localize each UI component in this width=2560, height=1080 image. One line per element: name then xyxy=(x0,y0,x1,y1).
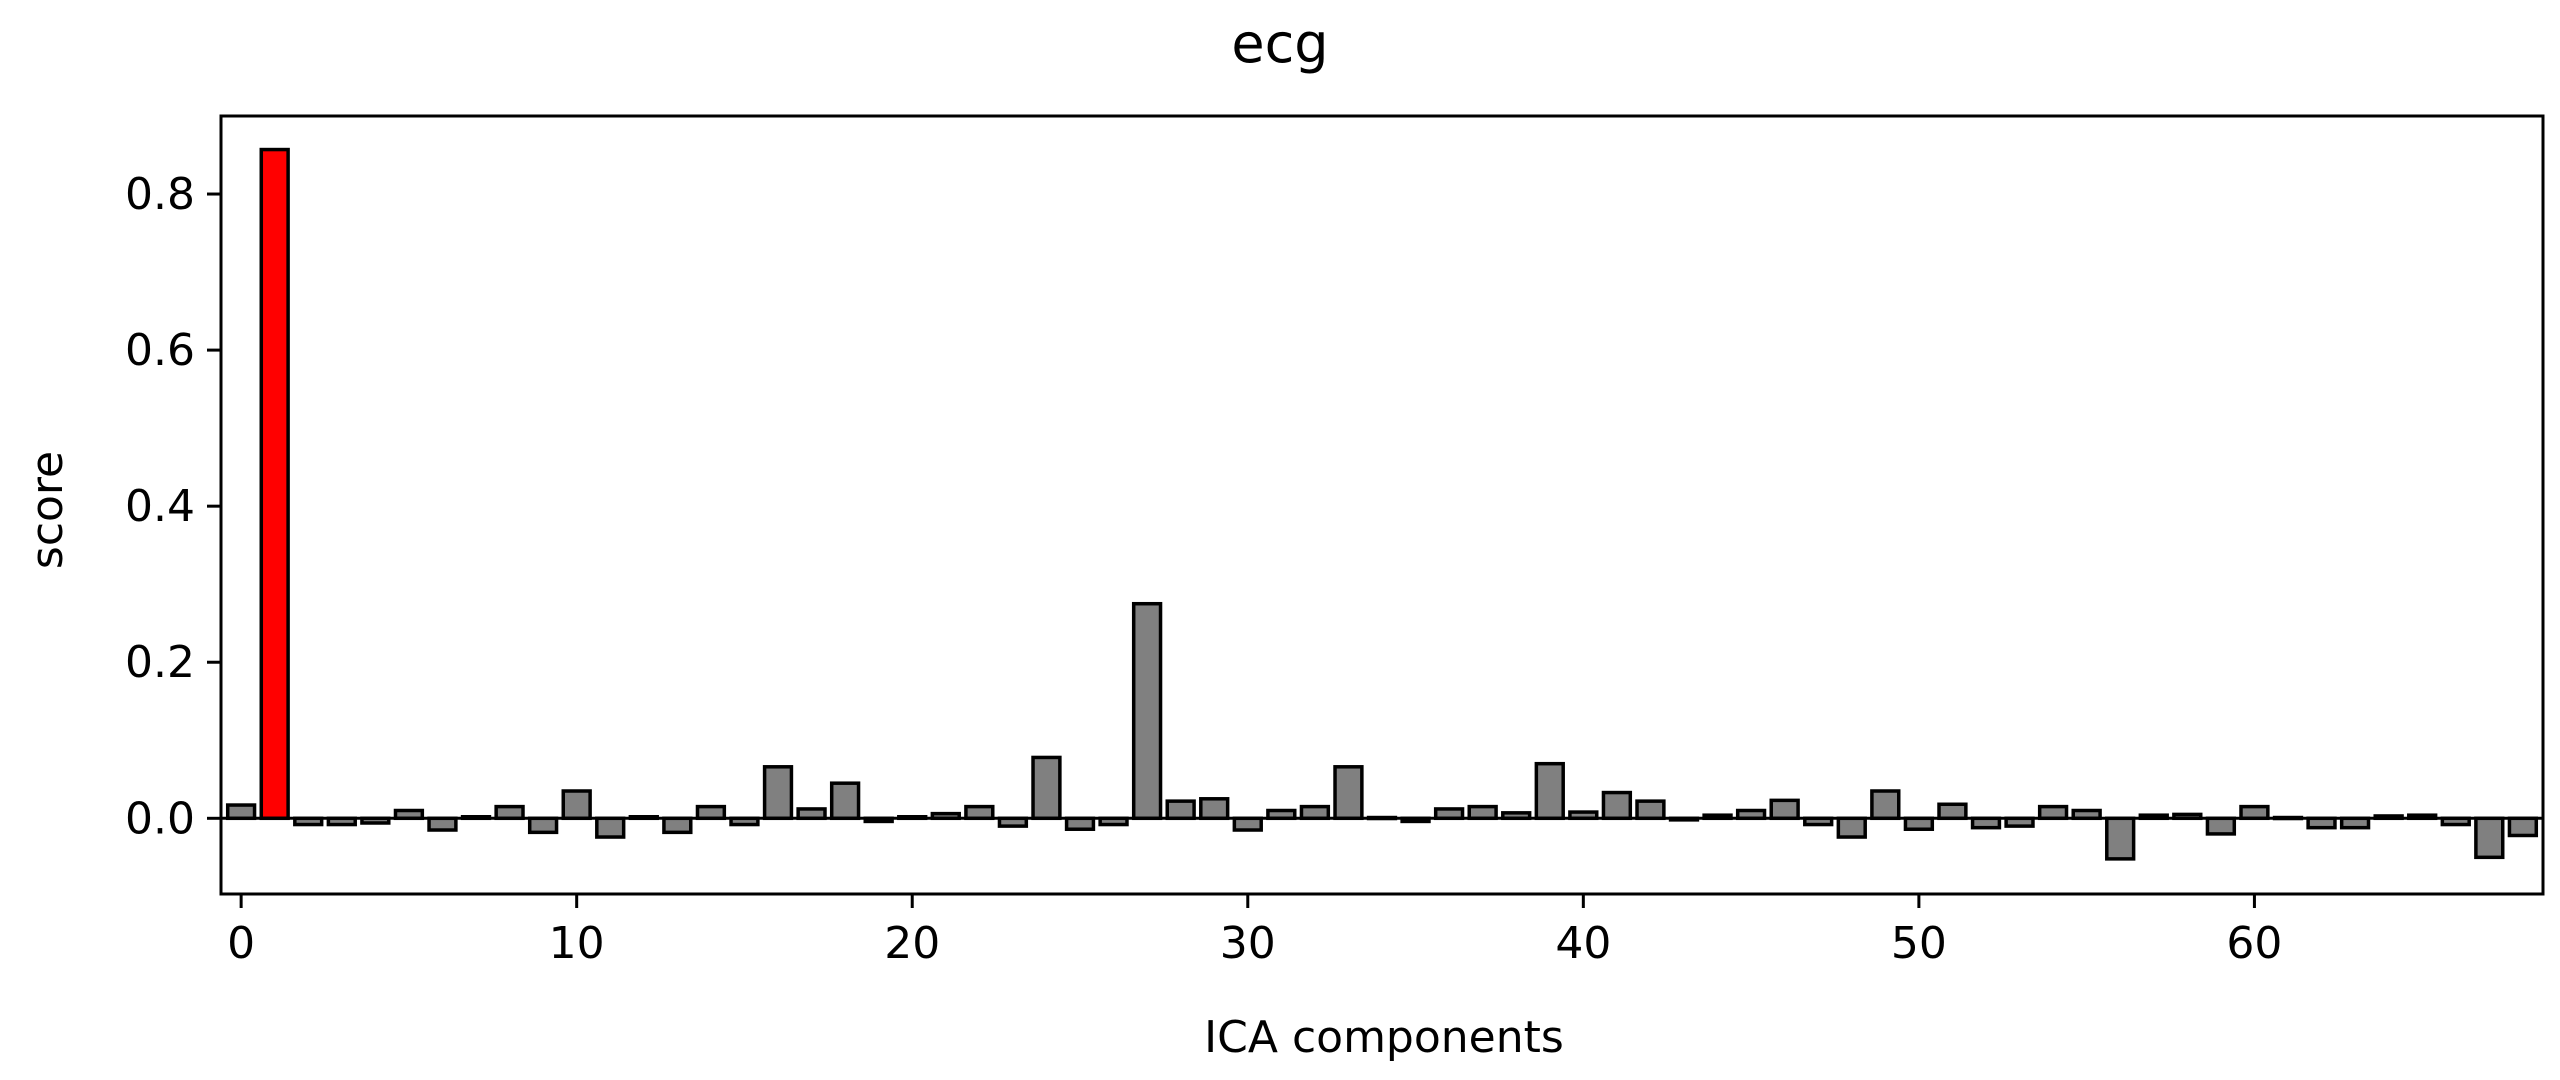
bar-16 xyxy=(762,765,794,821)
x-tick-label: 10 xyxy=(549,918,605,969)
bar-6 xyxy=(427,816,458,832)
bar-56 xyxy=(2105,816,2136,861)
bar-22 xyxy=(964,804,995,821)
bar-42 xyxy=(1635,799,1666,821)
bar-60 xyxy=(2239,804,2270,821)
bar-9 xyxy=(527,816,559,835)
y-tick-label: 0.8 xyxy=(125,169,195,220)
bar-51 xyxy=(1937,802,1968,821)
bar-54 xyxy=(2037,804,2069,821)
bar-59 xyxy=(2205,816,2237,836)
bar-50 xyxy=(1903,816,1935,831)
bar-27 xyxy=(1131,601,1163,821)
x-tick-label: 50 xyxy=(1891,918,1947,969)
bar-13 xyxy=(662,816,693,835)
bar-32 xyxy=(1299,804,1331,821)
bar-29 xyxy=(1199,797,1230,821)
bar-18 xyxy=(829,781,861,821)
x-tick-label: 40 xyxy=(1555,918,1611,969)
bar-37 xyxy=(1467,804,1498,821)
chart-title: ecg xyxy=(1231,12,1328,75)
bar-48 xyxy=(1836,816,1867,839)
bar-25 xyxy=(1064,816,1096,831)
plot-frame xyxy=(219,114,2545,896)
bar-67 xyxy=(2474,816,2505,860)
bar-24 xyxy=(1031,755,1062,821)
bar-14 xyxy=(695,804,727,821)
bar-1 xyxy=(259,147,290,821)
y-axis-label: score xyxy=(22,451,73,569)
bar-33 xyxy=(1333,765,1364,821)
bar-46 xyxy=(1769,798,1800,821)
bar-49 xyxy=(1870,789,1901,821)
x-tick-label: 60 xyxy=(2226,918,2282,969)
y-tick-label: 0.2 xyxy=(125,637,195,688)
bar-0 xyxy=(225,803,257,821)
x-axis-ticks: 0 10 20 30 40 50 60 xyxy=(227,894,2282,969)
x-tick-label: 20 xyxy=(884,918,940,969)
bar-30 xyxy=(1232,816,1263,832)
bar-28 xyxy=(1165,799,1196,821)
x-tick-label: 30 xyxy=(1220,918,1276,969)
bar-68 xyxy=(2507,816,2539,838)
bar-41 xyxy=(1601,790,1633,821)
bar-10 xyxy=(561,789,592,821)
x-axis-label: ICA components xyxy=(1204,1012,1564,1063)
bar-39 xyxy=(1534,761,1565,821)
y-tick-label: 0.4 xyxy=(125,481,195,532)
y-tick-label: 0.0 xyxy=(125,793,195,844)
bar-8 xyxy=(494,804,525,821)
x-tick-label: 0 xyxy=(227,918,255,969)
bar-11 xyxy=(595,816,626,839)
y-tick-label: 0.6 xyxy=(125,325,195,376)
y-axis-ticks: 0.0 0.2 0.4 0.6 0.8 xyxy=(125,169,221,844)
